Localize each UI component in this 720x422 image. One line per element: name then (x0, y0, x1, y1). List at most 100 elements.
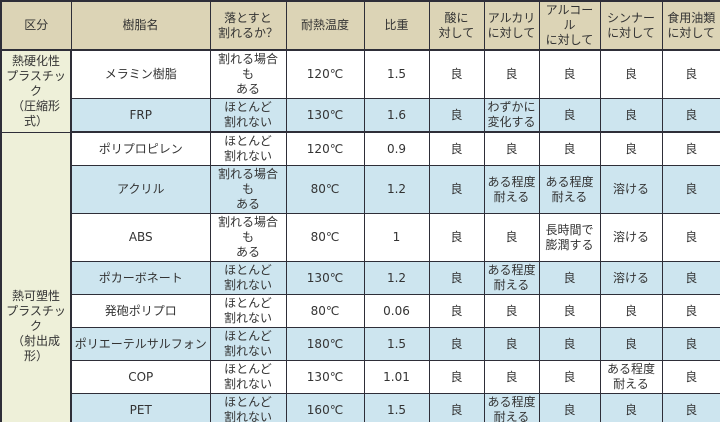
table-row: PET ほとんど 割れない 160℃ 1.5 良ある程度 耐える良良良 (1, 393, 720, 422)
oil-cell: 良 (661, 360, 720, 394)
header-cell-resin-name: 樹脂名 (70, 0, 211, 51)
oil-cell: 良 (661, 261, 720, 295)
gravity-cell: 1 (363, 213, 430, 262)
crack-cell: 割れる場合も ある (209, 49, 287, 99)
oil-cell: 良 (661, 49, 720, 99)
header-cell-alcohol: アルコール に対して (538, 0, 601, 51)
acid-cell: 良 (428, 360, 485, 394)
alkali-cell: 良 (483, 131, 540, 166)
header-row: 区分 樹脂名 落とすと 割れるか？ 耐熱温度 比重 酸に 対して アルカリ に対… (0, 0, 720, 51)
resin-name-cell: 発砲ポリプロ (70, 294, 211, 328)
thinner-cell: 良 (599, 327, 663, 361)
alcohol-cell: 良 (538, 49, 601, 99)
alkali-cell: 良 (483, 294, 540, 328)
acid-cell: 良 (428, 213, 485, 262)
table-row: ポリエーテルサルフォン ほとんど 割れない 180℃ 1.5 良良良良良 (1, 327, 720, 361)
crack-cell: ほとんど 割れない (209, 360, 287, 394)
table-body: 熱硬化性 プラスチック （圧縮形式） メラミン樹脂 割れる場合も ある 120℃ 1.5… (0, 49, 720, 422)
acid-cell: 良 (428, 261, 485, 295)
resin-name-cell: ポカーボネート (70, 261, 211, 295)
oil-cell: 良 (661, 98, 720, 133)
header-cell-alkali: アルカリ に対して (483, 0, 540, 51)
acid-cell: 良 (428, 393, 485, 422)
table-row: 熱可塑性 プラスチック （射出成形） ポリプロピレン ほとんど 割れない 120℃ 0.… (0, 131, 720, 422)
alcohol-cell: ある程度 耐える (538, 165, 601, 214)
table-row: FRP ほとんど 割れない 130℃ 1.6 良わずかに 変化する良良良 (1, 98, 720, 133)
gravity-cell: 1.2 (363, 261, 430, 295)
heat-cell: 130℃ (285, 360, 365, 394)
alkali-cell: ある程度 耐える (483, 261, 540, 295)
header-cell-heat: 耐熱温度 (285, 0, 365, 51)
alkali-cell: ある程度 耐える (483, 393, 540, 422)
gravity-cell: 0.06 (363, 294, 430, 328)
oil-cell: 良 (661, 131, 720, 166)
table-row: 発砲ポリプロ ほとんど 割れない 80℃ 0.06 良良良良良 (1, 294, 720, 328)
alcohol-cell: 良 (538, 261, 601, 295)
heat-cell: 120℃ (285, 49, 365, 99)
resin-name-cell: COP (70, 360, 211, 394)
oil-cell: 良 (661, 393, 720, 422)
resin-name-cell: ポリエーテルサルフォン (70, 327, 211, 361)
alcohol-cell: 良 (538, 294, 601, 328)
heat-cell: 160℃ (285, 393, 365, 422)
group-cell: 熱硬化性 プラスチック （圧縮形式） (0, 49, 72, 133)
thinner-cell: ある程度 耐える (599, 360, 663, 394)
heat-cell: 80℃ (285, 294, 365, 328)
alkali-cell: 良 (483, 213, 540, 262)
oil-cell: 良 (661, 327, 720, 361)
acid-cell: 良 (428, 131, 485, 166)
crack-cell: ほとんど 割れない (209, 98, 287, 133)
crack-cell: ほとんど 割れない (209, 261, 287, 295)
gravity-cell: 1.2 (363, 165, 430, 214)
resin-name-cell: メラミン樹脂 (70, 49, 211, 99)
table-row: ポカーボネート ほとんど 割れない 130℃ 1.2 良ある程度 耐える良溶ける良 (1, 261, 720, 295)
resin-name-cell: PET (70, 393, 211, 422)
acid-cell: 良 (428, 49, 485, 99)
crack-cell: ほとんど 割れない (209, 294, 287, 328)
resin-name-cell: アクリル (70, 165, 211, 214)
heat-cell: 80℃ (285, 213, 365, 262)
header-cell-thinner: シンナー に対して (599, 0, 663, 51)
table-row: アクリル 割れる場合も ある 80℃ 1.2 良ある程度 耐える ある程度 耐える 溶ける良 (1, 165, 720, 214)
thinner-cell: 良 (599, 98, 663, 133)
heat-cell: 130℃ (285, 261, 365, 295)
alcohol-cell: 良 (538, 131, 601, 166)
crack-cell: 割れる場合も ある (209, 213, 287, 262)
heat-cell: 130℃ (285, 98, 365, 133)
gravity-cell: 0.9 (363, 131, 430, 166)
table-row: ABS 割れる場合も ある 80℃ 1 良良長時間で 膨潤する 溶ける良 (1, 213, 720, 262)
alkali-cell: 良 (483, 327, 540, 361)
heat-cell: 180℃ (285, 327, 365, 361)
table-row: 熱硬化性 プラスチック （圧縮形式） メラミン樹脂 割れる場合も ある 120℃ 1.5… (0, 49, 720, 133)
alkali-cell: わずかに 変化する (483, 98, 540, 133)
header-cell-category: 区分 (0, 0, 72, 51)
acid-cell: 良 (428, 327, 485, 361)
alcohol-cell: 良 (538, 98, 601, 133)
thinner-cell: 良 (599, 49, 663, 99)
gravity-cell: 1.5 (363, 393, 430, 422)
thinner-cell: 溶ける (599, 261, 663, 295)
alkali-cell: 良 (483, 360, 540, 394)
crack-cell: ほとんど 割れない (209, 131, 287, 166)
thinner-cell: 良 (599, 393, 663, 422)
heat-cell: 80℃ (285, 165, 365, 214)
gravity-cell: 1.01 (363, 360, 430, 394)
resin-name-cell: ABS (70, 213, 211, 262)
oil-cell: 良 (661, 165, 720, 214)
resin-name-cell: FRP (70, 98, 211, 133)
header-cell-gravity: 比重 (363, 0, 430, 51)
alcohol-cell: 良 (538, 393, 601, 422)
thinner-cell: 良 (599, 131, 663, 166)
oil-cell: 良 (661, 213, 720, 262)
oil-cell: 良 (661, 294, 720, 328)
gravity-cell: 1.5 (363, 49, 430, 99)
alcohol-cell: 長時間で 膨潤する (538, 213, 601, 262)
group-cell: 熱可塑性 プラスチック （射出成形） (0, 131, 72, 422)
header-cell-acid: 酸に 対して (428, 0, 485, 51)
acid-cell: 良 (428, 165, 485, 214)
crack-cell: ほとんど 割れない (209, 327, 287, 361)
alkali-cell: ある程度 耐える (483, 165, 540, 214)
header-cell-crack: 落とすと 割れるか？ (209, 0, 287, 51)
